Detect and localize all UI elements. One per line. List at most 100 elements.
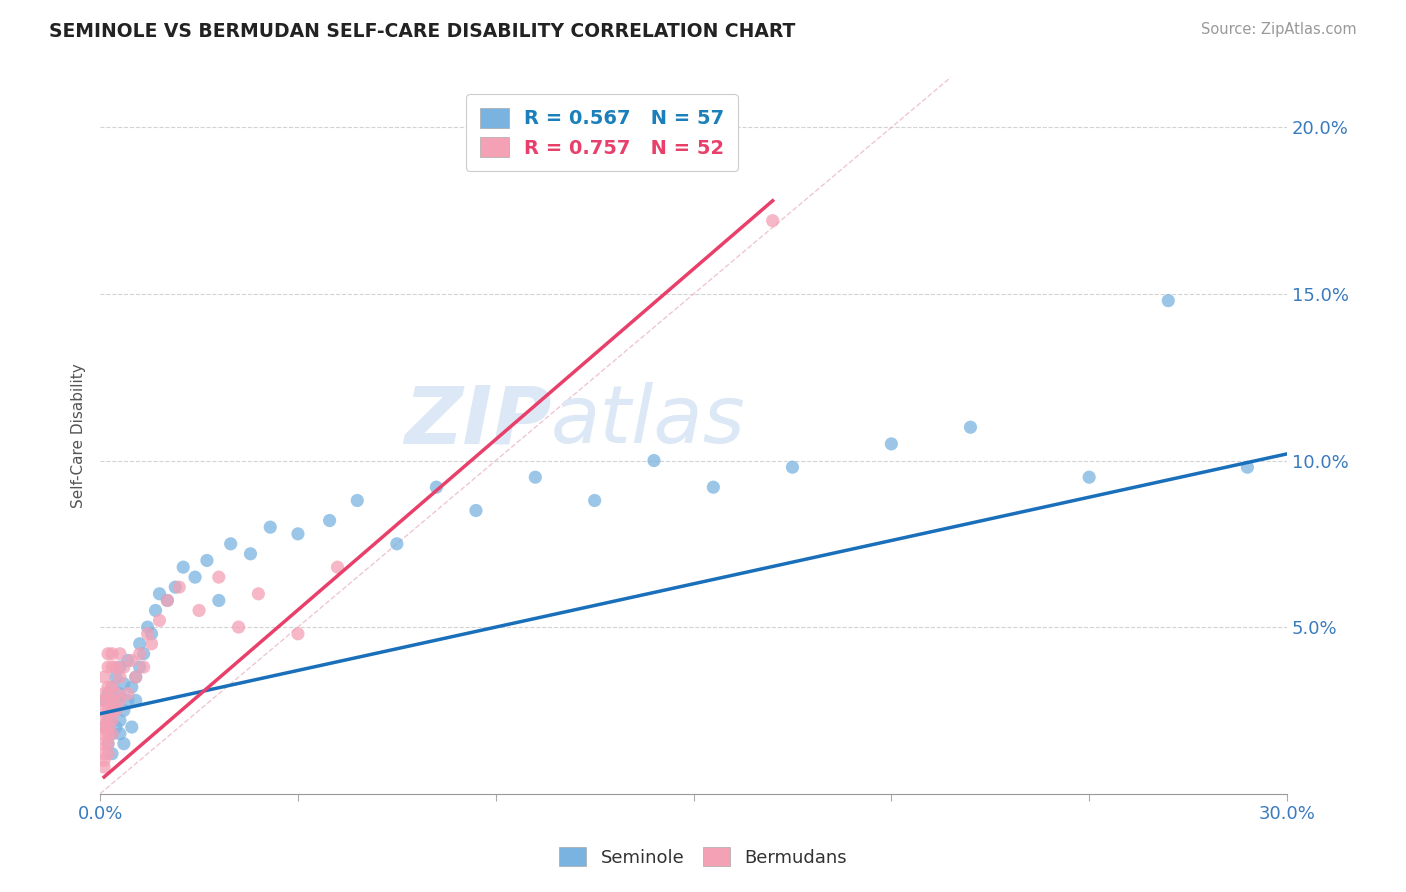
Point (104, 670, 127, 684)
Point (108, 727, 131, 741)
Point (108, 687, 131, 701)
Point (156, 593, 179, 607)
Point (93, 693, 115, 707)
Point (112, 660, 135, 674)
Point (583, 493, 606, 508)
Point (125, 670, 148, 684)
Point (136, 627, 159, 641)
Point (93, 714, 115, 728)
Point (101, 647, 124, 661)
Legend: Seminole, Bermudans: Seminole, Bermudans (553, 840, 853, 874)
Point (259, 520, 281, 534)
Point (104, 687, 127, 701)
Point (101, 714, 124, 728)
Point (346, 493, 368, 508)
Point (128, 637, 150, 651)
Point (97, 680, 120, 694)
Point (101, 727, 124, 741)
Point (97, 714, 120, 728)
Point (117, 693, 139, 707)
Point (148, 614, 170, 628)
Point (184, 570, 207, 584)
Point (93, 737, 115, 751)
Point (318, 514, 340, 528)
Point (97, 720, 120, 734)
Point (104, 693, 127, 707)
Point (208, 593, 231, 607)
Text: Source: ZipAtlas.com: Source: ZipAtlas.com (1201, 22, 1357, 37)
Point (112, 677, 135, 691)
Point (172, 560, 194, 574)
Text: SEMINOLE VS BERMUDAN SELF-CARE DISABILITY CORRELATION CHART: SEMINOLE VS BERMUDAN SELF-CARE DISABILIT… (49, 22, 796, 41)
Point (1157, 293, 1180, 308)
Point (104, 660, 127, 674)
Point (97, 714, 120, 728)
Point (643, 453, 665, 467)
Point (148, 587, 170, 601)
Point (112, 737, 135, 751)
Point (93, 727, 115, 741)
Point (167, 580, 190, 594)
Point (1078, 470, 1101, 484)
Point (101, 747, 124, 761)
Point (108, 693, 131, 707)
Point (425, 480, 447, 494)
Point (141, 627, 163, 641)
Point (165, 580, 187, 594)
Point (93, 720, 115, 734)
Point (125, 693, 148, 707)
Point (208, 570, 231, 584)
Point (97, 660, 120, 674)
Point (104, 703, 127, 717)
Point (141, 637, 163, 651)
Point (104, 720, 127, 734)
Point (97, 693, 120, 707)
Point (108, 714, 131, 728)
Text: atlas: atlas (551, 383, 745, 460)
Legend: R = 0.567   N = 57, R = 0.757   N = 52: R = 0.567 N = 57, R = 0.757 N = 52 (465, 95, 738, 171)
Point (93, 670, 115, 684)
Point (287, 526, 309, 541)
Point (97, 727, 120, 741)
Point (132, 647, 155, 661)
Point (465, 503, 488, 517)
Point (762, 213, 785, 227)
Y-axis label: Self-Care Disability: Self-Care Disability (72, 363, 86, 508)
Point (101, 703, 124, 717)
Point (101, 703, 124, 717)
Point (195, 553, 218, 567)
Point (101, 727, 124, 741)
Point (121, 720, 143, 734)
Point (117, 687, 139, 701)
Point (128, 647, 150, 661)
Point (101, 693, 124, 707)
Point (136, 620, 159, 634)
Point (93, 693, 115, 707)
Point (145, 603, 167, 617)
Point (101, 680, 124, 694)
Point (326, 560, 349, 574)
Point (219, 537, 242, 551)
Point (128, 660, 150, 674)
Point (97, 703, 120, 717)
Point (101, 680, 124, 694)
Point (121, 653, 143, 667)
Point (287, 627, 309, 641)
Point (108, 647, 131, 661)
Point (112, 703, 135, 717)
Text: ZIP: ZIP (404, 383, 551, 460)
Point (117, 653, 139, 667)
Point (97, 737, 120, 751)
Point (524, 470, 547, 484)
Point (97, 687, 120, 701)
Point (782, 460, 804, 475)
Point (228, 620, 250, 634)
Point (121, 680, 143, 694)
Point (101, 660, 124, 674)
Point (97, 647, 120, 661)
Point (132, 660, 155, 674)
Point (156, 593, 179, 607)
Point (188, 603, 211, 617)
Point (1236, 460, 1258, 475)
Point (247, 587, 270, 601)
